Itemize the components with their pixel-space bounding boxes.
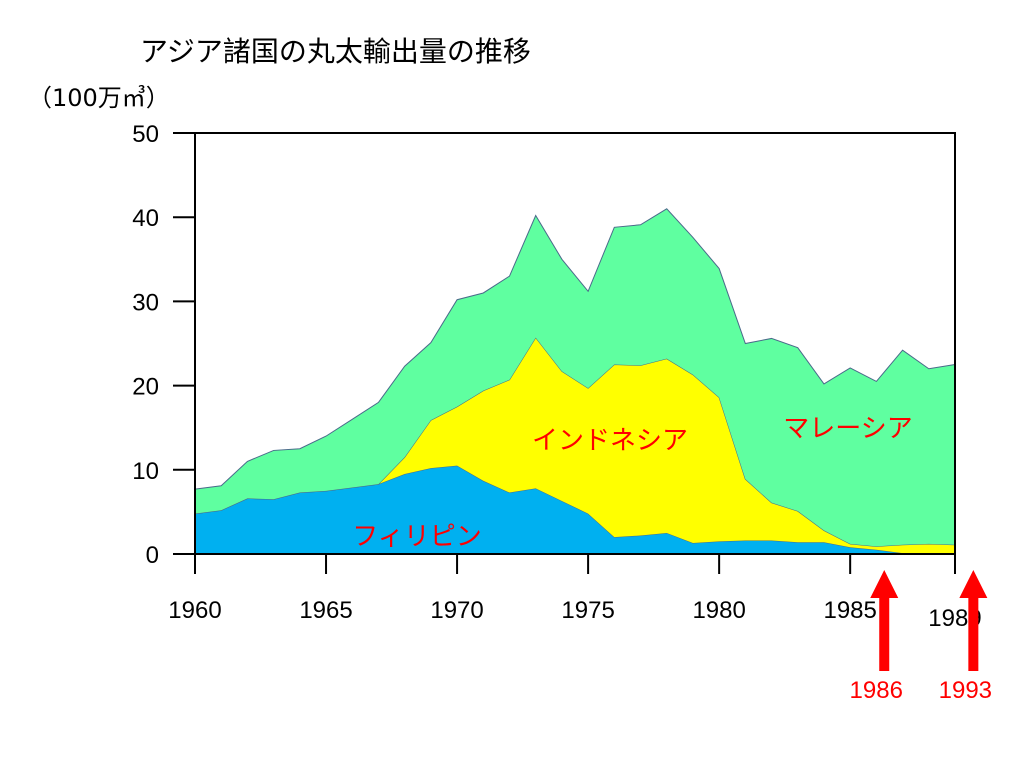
plot-frame [194,132,956,555]
series-label-1: インドネシア [532,426,688,456]
series-labels: フィリピン インドネシア マレーシア [352,414,912,552]
series-label-0: フィリピン [352,522,481,552]
y-tick-label: 50 [132,121,159,148]
x-tick-label: 1985 [823,597,876,624]
y-tick-label: 30 [132,289,159,316]
x-tick-label: 1975 [561,597,614,624]
annotation-label-1986: 1986 [850,677,903,704]
y-tick-label: 0 [146,542,159,569]
x-tick-label: 1980 [692,597,745,624]
area-series-0 [195,465,955,554]
annotation-arrow-1993 [959,570,988,671]
annotation-label-1993: 1993 [939,677,992,704]
line-series-2 [194,208,956,490]
annotation-arrow-1986 [870,570,899,671]
x-tick-label: 1970 [430,597,483,624]
stacked-areas [194,208,956,555]
year-annotations: 1986 1993 [850,570,992,704]
area-series-1 [195,337,955,554]
x-tick-label: 1960 [168,597,221,624]
chart-title: アジア諸国の丸太輸出量の推移 [140,35,531,68]
y-tick-label: 10 [132,458,159,485]
area-series-2 [195,208,955,547]
y-tick-label: 20 [132,374,159,401]
x-tick-label: 1965 [299,597,352,624]
y-axis-unit-label: （100万㎥） [28,84,170,112]
series-label-2: マレーシア [783,414,912,444]
y-tick-label: 40 [132,205,159,232]
